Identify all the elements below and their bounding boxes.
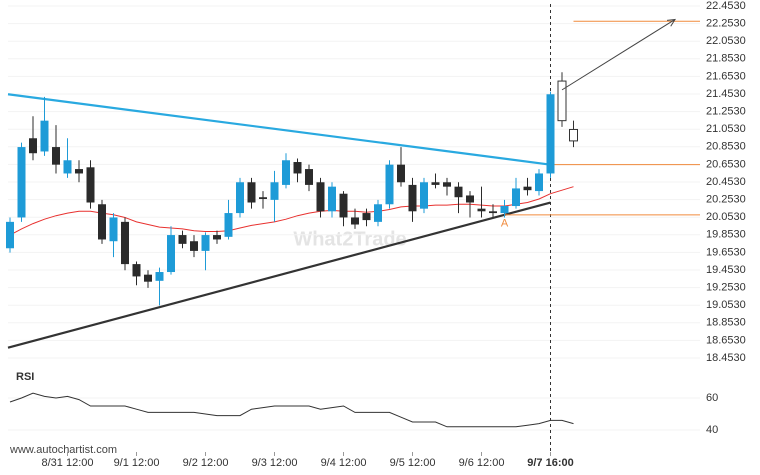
candle-body [155,272,164,281]
candle-body [431,182,440,185]
y-tick-label: 22.4530 [706,0,746,12]
candle-body [443,182,451,187]
candle-body [328,186,336,212]
candle-body [40,120,49,152]
candle-body [52,147,60,165]
rsi-tick-label: 60 [706,392,718,404]
x-tick-label: 9/2 12:00 [183,457,229,469]
candle-body [98,204,106,240]
moving-average [9,186,574,236]
y-tick-label: 19.0530 [706,299,746,311]
candle-body [546,94,555,174]
candle-body [63,160,72,174]
y-tick-label: 18.4530 [706,352,746,364]
candle-body [454,186,463,198]
x-tick-label: 9/6 12:00 [459,457,505,469]
candle-body [489,211,497,214]
candle-body [408,184,417,212]
candle-body [293,162,302,174]
candle-body [512,188,520,207]
candle-body [213,235,221,240]
y-tick-label: 19.6530 [706,246,746,258]
candle-body [557,80,567,122]
candle-body [305,169,313,185]
trend-line [7,201,551,349]
x-tick-label: 9/3 12:00 [252,457,298,469]
candle-body [535,173,543,192]
candle-body [247,182,256,203]
y-tick-label: 21.2530 [706,106,746,118]
candle-body [420,182,428,209]
candle-body [144,274,152,282]
y-tick-label: 20.2530 [706,194,746,206]
x-tick-label: 9/4 12:00 [321,457,367,469]
candle-body [466,195,474,203]
x-tick-label: 9/7 16:00 [527,457,573,469]
x-tick-label: 8/31 12:00 [42,457,94,469]
y-tick-label: 21.0530 [706,123,746,135]
candle-body [109,217,118,242]
rsi-tick-label: 40 [706,424,718,436]
x-tick-label: 9/5 12:00 [390,457,436,469]
y-tick-label: 18.6530 [706,334,746,346]
rsi-line [9,392,574,428]
candle-body [201,235,210,251]
candle-body [523,186,532,191]
candle-body [178,235,187,244]
candle-body [75,169,83,174]
candle-body [385,164,394,205]
x-tick-label: 9/1 12:00 [114,457,160,469]
candle-body [132,264,141,277]
y-tick-label: 21.4530 [706,88,746,100]
candle-body [259,197,267,199]
candle-body [86,167,95,203]
y-tick-label: 20.4530 [706,176,746,188]
candle-body [362,213,371,221]
y-tick-label: 21.8530 [706,53,746,65]
candle-body [121,221,129,265]
candle-body [477,208,486,212]
candle-body [17,147,26,218]
candle-body [351,217,359,225]
y-tick-label: 22.0530 [706,35,746,47]
watermark: What2Trade [293,228,406,250]
candle-body [224,213,233,237]
y-tick-label: 21.6530 [706,70,746,82]
candle-body [236,182,244,214]
y-tick-label: 19.8530 [706,229,746,241]
arrow-head [666,18,676,27]
candle-body [190,241,198,251]
y-tick-label: 20.6530 [706,158,746,170]
candle-body [270,182,279,200]
annotation: A [501,218,509,230]
candle-body [397,164,405,183]
rsi-title: RSI [16,371,34,383]
y-tick-label: 20.0530 [706,211,746,223]
y-tick-label: 20.8530 [706,141,746,153]
candle-body [500,206,509,214]
candle-body [167,235,175,273]
y-tick-label: 18.8530 [706,317,746,329]
source: www.autochartist.com [9,444,117,456]
trend-line [7,93,551,166]
y-tick-label: 19.2530 [706,282,746,294]
candle-body [339,193,348,218]
candle-body [316,182,325,212]
candle-body [569,128,578,142]
forecast-arrow [561,19,676,91]
y-tick-label: 19.4530 [706,264,746,276]
y-tick-label: 22.2530 [706,18,746,30]
candle-body [282,160,290,185]
candle-body [29,138,37,154]
candle-body [6,221,14,249]
candle-body [374,204,382,222]
